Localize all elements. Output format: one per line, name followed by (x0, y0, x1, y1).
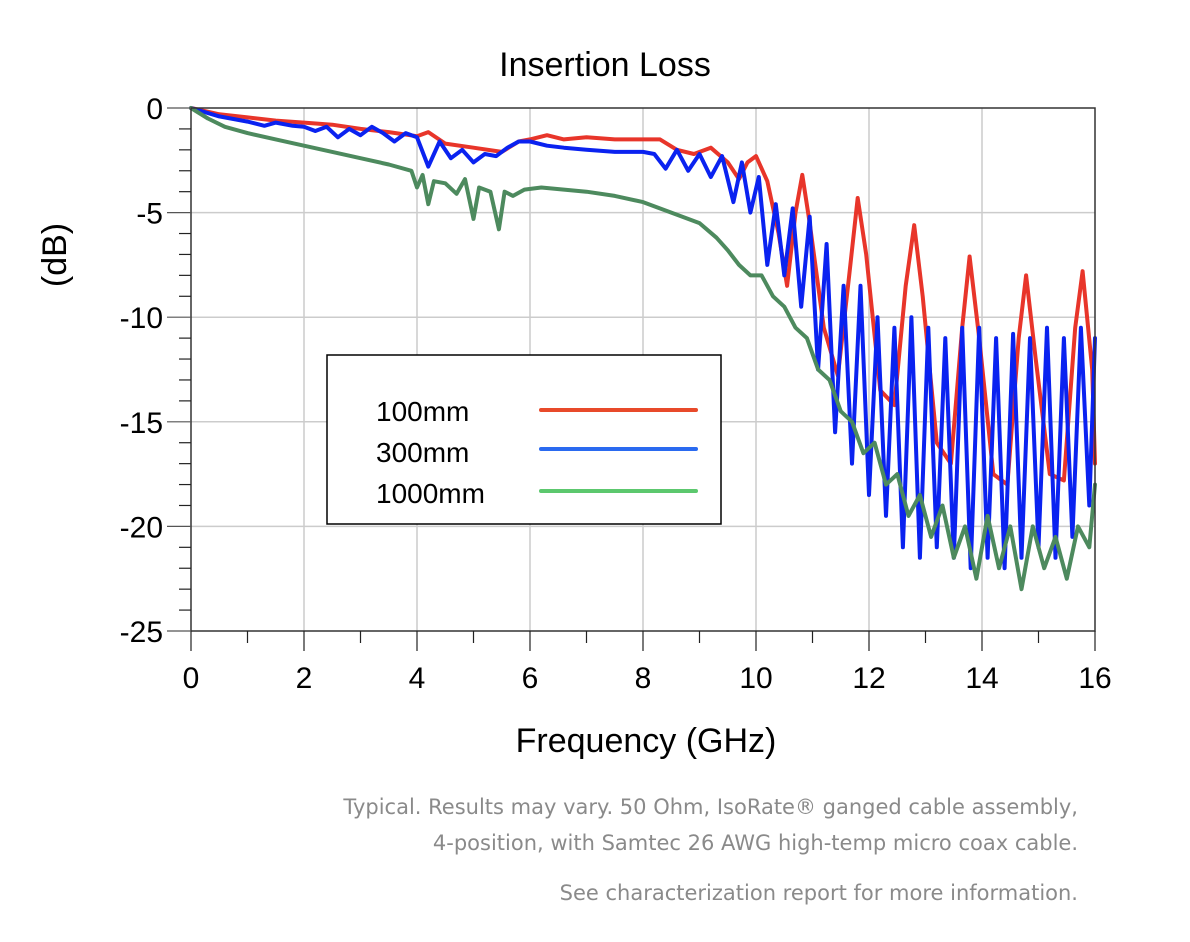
y-tick-label: 0 (146, 93, 163, 126)
series-layer (189, 106, 1097, 592)
footnote-line-1: Typical. Results may vary. 50 Ohm, IsoRa… (343, 795, 1078, 819)
x-tick-label: 6 (522, 662, 539, 695)
footnote-line-2: 4-position, with Samtec 26 AWG high-temp… (432, 831, 1078, 855)
y-tick-label: -25 (120, 616, 163, 649)
legend-box (326, 354, 722, 525)
series-line-1000mm (189, 106, 1097, 592)
axes: 0 2 4 6 8 10 12 14 16 0 -5 -10 -15 -20 -25 (120, 93, 1112, 695)
x-tick-label: 8 (635, 662, 652, 695)
legend: 100mm 300mm 1000mm (326, 354, 722, 525)
footnote-line-3: See characterization report for more inf… (559, 881, 1078, 905)
y-tick-label: -20 (120, 511, 163, 544)
y-tick-label: -5 (136, 198, 163, 231)
x-tick-label: 14 (965, 662, 998, 695)
x-tick-label: 10 (739, 662, 772, 695)
x-tick-label: 4 (409, 662, 426, 695)
legend-label-100mm: 100mm (376, 396, 469, 427)
y-axis-label: (dB) (36, 223, 74, 287)
y-tick-label: -15 (120, 407, 163, 440)
x-tick-label: 16 (1078, 662, 1111, 695)
legend-label-1000mm: 1000mm (376, 478, 485, 509)
chart-title: Insertion Loss (499, 46, 711, 84)
x-tick-label: 0 (183, 662, 200, 695)
legend-label-300mm: 300mm (376, 437, 469, 468)
x-tick-label: 12 (852, 662, 885, 695)
grid (191, 108, 1095, 631)
y-tick-label: -10 (120, 302, 163, 335)
x-axis-label: Frequency (GHz) (516, 722, 777, 760)
insertion-loss-chart: 0 2 4 6 8 10 12 14 16 0 -5 -10 -15 -20 -25 Insertion L… (36, 46, 1112, 760)
x-tick-label: 2 (296, 662, 313, 695)
